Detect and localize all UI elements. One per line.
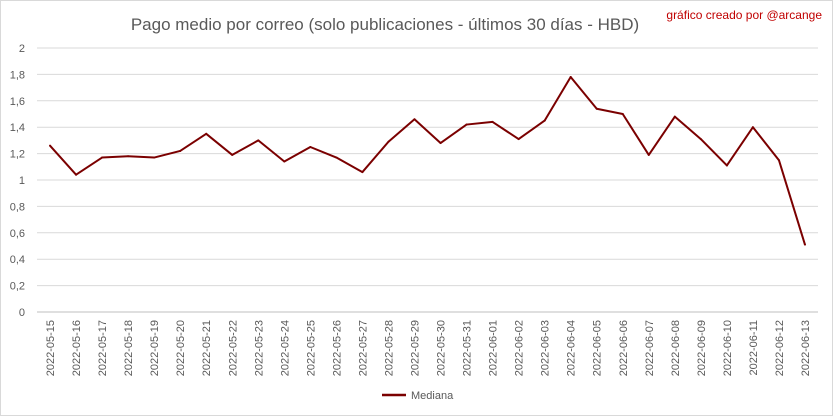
data-point [595, 107, 598, 110]
data-point [621, 113, 624, 115]
x-tick-label: 2022-06-07 [644, 320, 656, 376]
data-point [491, 120, 494, 123]
x-tick-label: 2022-05-25 [305, 320, 317, 376]
data-point [309, 146, 312, 148]
data-point [751, 126, 754, 129]
y-tick-label: 1,2 [10, 149, 25, 161]
x-tick-label: 2022-05-30 [436, 320, 448, 376]
data-point [49, 144, 52, 147]
data-point [153, 156, 156, 159]
x-axis-ticks: 2022-05-15 2022-05-16 2022-05-17 2022-05-18… [45, 320, 812, 376]
data-point [387, 140, 390, 143]
data-point [699, 138, 702, 141]
legend-label-mediana: Mediana [411, 390, 454, 402]
x-tick-label: 2022-06-04 [566, 320, 578, 376]
data-point [361, 171, 364, 174]
x-tick-label: 2022-06-11 [748, 320, 760, 375]
y-tick-label: 2 [19, 43, 25, 55]
x-tick-label: 2022-05-19 [149, 320, 161, 376]
data-point [75, 173, 78, 176]
data-point [517, 138, 520, 141]
y-tick-label: 1 [19, 175, 25, 187]
x-tick-label: 2022-06-05 [592, 320, 604, 376]
x-tick-label: 2022-05-17 [97, 320, 109, 376]
x-tick-label: 2022-05-16 [71, 320, 83, 376]
chart-credit: gráfico creado por @arcange [666, 8, 822, 22]
x-tick-label: 2022-05-18 [123, 320, 135, 376]
x-tick-label: 2022-05-15 [45, 320, 57, 376]
data-point [335, 156, 338, 159]
data-point [413, 118, 416, 121]
y-tick-label: 0,6 [10, 228, 25, 240]
data-point [543, 119, 546, 122]
data-point [257, 139, 260, 142]
y-tick-label: 0,8 [10, 201, 25, 213]
x-tick-label: 2022-06-02 [514, 320, 526, 376]
x-tick-label: 2022-05-27 [357, 320, 369, 376]
data-point [179, 149, 182, 152]
y-axis-ticks: 0 0,2 0,4 0,6 0,8 1 1,2 1,4 1,6 1,8 2 [10, 43, 25, 319]
y-tick-label: 0,4 [10, 254, 25, 266]
x-tick-label: 2022-06-08 [670, 320, 682, 376]
x-tick-label: 2022-05-22 [227, 320, 239, 376]
data-point [569, 76, 572, 79]
data-point [205, 132, 208, 135]
x-tick-label: 2022-06-13 [800, 320, 812, 376]
y-tick-label: 0,2 [10, 281, 25, 293]
data-point [439, 142, 442, 145]
x-tick-label: 2022-06-12 [774, 320, 786, 376]
x-tick-label: 2022-05-21 [201, 320, 213, 376]
series-layer [49, 76, 806, 246]
chart-title: Pago medio por correo (solo publicacione… [131, 15, 639, 34]
y-tick-label: 0 [19, 307, 25, 319]
legend: Mediana [382, 390, 454, 402]
data-point [127, 155, 130, 158]
data-point [777, 159, 780, 162]
data-point [231, 153, 234, 156]
x-tick-label: 2022-05-24 [279, 320, 291, 376]
data-point [465, 123, 468, 126]
x-tick-label: 2022-05-23 [253, 320, 265, 376]
data-point [283, 160, 286, 163]
data-point [647, 153, 650, 156]
x-tick-label: 2022-06-06 [618, 320, 630, 376]
y-tick-label: 1,6 [10, 96, 25, 108]
series-line-mediana [49, 76, 806, 245]
x-tick-label: 2022-05-28 [383, 320, 395, 376]
grid-lines [37, 47, 818, 313]
data-point [101, 156, 104, 159]
x-tick-label: 2022-06-01 [488, 320, 500, 376]
x-tick-label: 2022-05-26 [331, 320, 343, 376]
data-point [725, 164, 728, 167]
x-tick-label: 2022-06-09 [696, 320, 708, 376]
x-tick-label: 2022-06-10 [722, 320, 734, 376]
x-tick-label: 2022-05-29 [409, 320, 421, 376]
x-tick-label: 2022-05-20 [175, 320, 187, 376]
data-point [673, 115, 676, 118]
y-tick-label: 1,8 [10, 69, 25, 81]
y-tick-label: 1,4 [10, 122, 25, 134]
x-tick-label: 2022-06-03 [540, 320, 552, 376]
x-tick-label: 2022-05-31 [462, 320, 474, 376]
data-point [803, 243, 806, 246]
